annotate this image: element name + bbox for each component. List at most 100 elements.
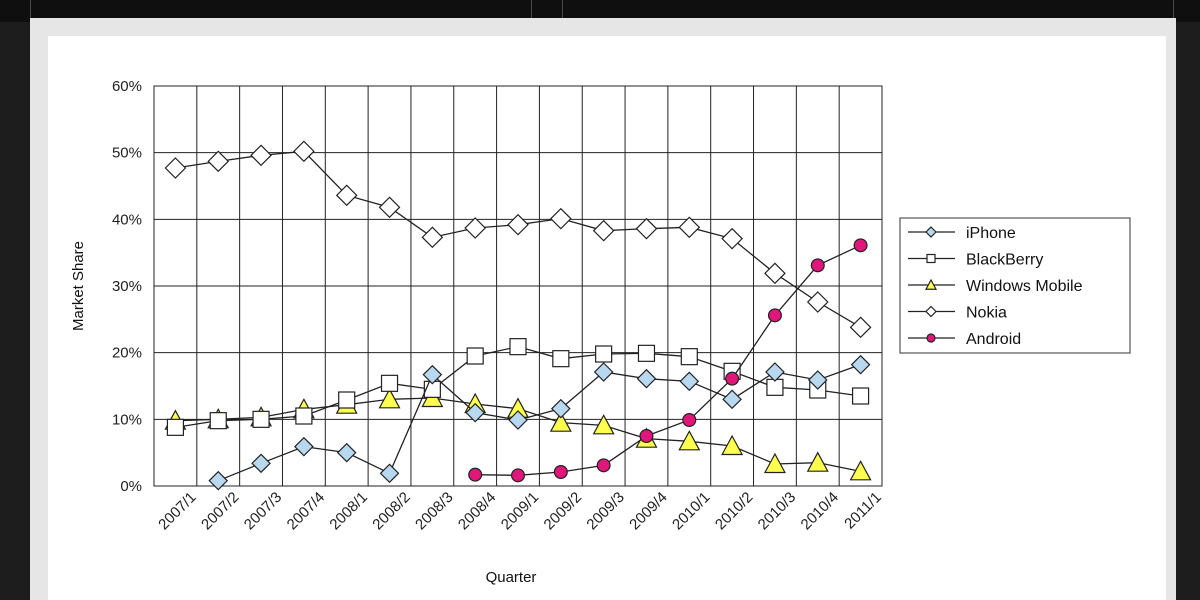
series-blackberry bbox=[166, 338, 870, 436]
data-point-iphone bbox=[379, 463, 400, 484]
series-nokia bbox=[164, 140, 872, 339]
data-point-nokia bbox=[635, 217, 658, 240]
data-point-android bbox=[682, 413, 697, 428]
top-bar bbox=[0, 0, 1200, 22]
data-point-windows-mobile bbox=[849, 460, 872, 481]
legend-item-blackberry: BlackBerry bbox=[908, 252, 1043, 269]
legend-item-windows-mobile: Windows Mobile bbox=[908, 278, 1083, 295]
x-tick-label: 2009/3 bbox=[583, 489, 627, 533]
data-point-blackberry bbox=[338, 391, 356, 409]
data-point-iphone bbox=[636, 368, 657, 389]
data-point-iphone bbox=[208, 470, 229, 491]
x-tick-label: 2007/4 bbox=[284, 489, 328, 533]
legend-marker-blackberry bbox=[926, 253, 936, 264]
x-tick-label: 2007/1 bbox=[155, 489, 199, 533]
y-axis-title: Market Share bbox=[70, 241, 87, 331]
data-point-blackberry bbox=[380, 374, 399, 392]
data-point-iphone bbox=[422, 364, 443, 385]
data-point-blackberry bbox=[637, 344, 656, 362]
legend-label-nokia: Nokia bbox=[966, 305, 1007, 322]
series-android bbox=[468, 238, 868, 483]
data-point-nokia bbox=[721, 227, 743, 250]
data-point-iphone bbox=[807, 370, 828, 390]
series-group bbox=[164, 140, 872, 491]
x-tick-label: 2009/2 bbox=[541, 489, 585, 533]
data-point-blackberry bbox=[552, 350, 570, 368]
data-point-windows-mobile bbox=[763, 452, 786, 474]
data-point-nokia bbox=[592, 219, 615, 242]
legend-label-blackberry: BlackBerry bbox=[966, 252, 1043, 269]
data-point-windows-mobile bbox=[806, 451, 829, 472]
data-point-iphone bbox=[251, 453, 271, 474]
legend: iPhone BlackBerry Windows Mobile Nokia Andro… bbox=[899, 217, 1131, 354]
x-tick-label: 2007/2 bbox=[198, 489, 242, 533]
data-point-blackberry bbox=[680, 348, 698, 366]
legend-marker-android bbox=[926, 333, 936, 343]
series-line-android bbox=[475, 244, 861, 476]
x-tick-label: 2008/3 bbox=[412, 489, 456, 533]
y-tick-label: 40% bbox=[112, 211, 142, 228]
data-point-nokia bbox=[464, 217, 487, 239]
data-point-iphone bbox=[550, 398, 571, 419]
data-point-windows-mobile bbox=[592, 414, 615, 435]
data-point-iphone bbox=[508, 410, 528, 430]
data-point-android bbox=[853, 238, 868, 253]
left-margin bbox=[0, 22, 30, 600]
data-point-nokia bbox=[549, 207, 572, 230]
data-point-nokia bbox=[421, 226, 444, 249]
y-tick-label: 0% bbox=[120, 478, 142, 495]
legend-label-windows-mobile: Windows Mobile bbox=[966, 278, 1083, 295]
data-point-iphone bbox=[465, 402, 486, 423]
data-point-nokia bbox=[849, 316, 872, 339]
x-tick-label: 2010/2 bbox=[712, 489, 756, 533]
legend-marker-iphone bbox=[925, 226, 937, 238]
legend-item-android: Android bbox=[908, 331, 1021, 348]
legend-item-nokia: Nokia bbox=[908, 305, 1007, 322]
x-tick-label: 2009/4 bbox=[626, 489, 670, 533]
data-point-blackberry bbox=[509, 338, 527, 356]
x-tick-label: 2008/4 bbox=[455, 489, 499, 533]
data-point-blackberry bbox=[209, 412, 227, 430]
y-tick-label: 10% bbox=[112, 411, 142, 428]
data-point-android bbox=[596, 458, 611, 473]
data-point-windows-mobile bbox=[549, 411, 572, 432]
top-bar-left-segment bbox=[30, 0, 532, 18]
x-tick-label: 2010/1 bbox=[669, 489, 713, 533]
data-point-blackberry bbox=[252, 410, 270, 428]
data-point-iphone bbox=[336, 442, 357, 463]
data-point-iphone bbox=[765, 362, 785, 382]
data-point-iphone bbox=[679, 371, 700, 392]
x-axis-title: Quarter bbox=[486, 569, 537, 586]
data-point-android bbox=[767, 308, 782, 323]
data-point-blackberry bbox=[595, 345, 613, 363]
data-point-iphone bbox=[294, 436, 314, 457]
x-tick-label: 2009/1 bbox=[498, 489, 542, 533]
y-tick-label: 20% bbox=[112, 345, 142, 362]
y-tick-label: 50% bbox=[112, 145, 142, 162]
legend-item-iphone: iPhone bbox=[908, 225, 1016, 242]
data-point-nokia bbox=[293, 140, 315, 163]
x-tick-label: 2010/3 bbox=[755, 489, 799, 533]
data-point-nokia bbox=[335, 184, 358, 207]
data-point-nokia bbox=[378, 196, 401, 219]
data-point-iphone bbox=[850, 354, 871, 375]
data-point-iphone bbox=[722, 389, 742, 410]
data-point-blackberry bbox=[851, 387, 870, 405]
data-point-iphone bbox=[593, 362, 614, 382]
x-tick-label: 2011/1 bbox=[841, 489, 885, 533]
data-point-android bbox=[468, 467, 483, 482]
data-point-android bbox=[511, 468, 526, 483]
data-point-nokia bbox=[507, 213, 529, 236]
y-tick-label: 30% bbox=[112, 278, 142, 295]
data-point-android bbox=[639, 429, 654, 444]
legend-marker-nokia bbox=[925, 305, 937, 318]
data-point-nokia bbox=[764, 262, 786, 285]
series-iphone bbox=[208, 354, 871, 491]
x-tick-label: 2008/1 bbox=[326, 489, 370, 533]
data-point-windows-mobile bbox=[721, 434, 744, 456]
top-bar-right-segment bbox=[562, 0, 1174, 18]
legend-label-android: Android bbox=[966, 331, 1021, 348]
data-point-android bbox=[553, 465, 568, 480]
data-point-blackberry bbox=[466, 347, 484, 365]
